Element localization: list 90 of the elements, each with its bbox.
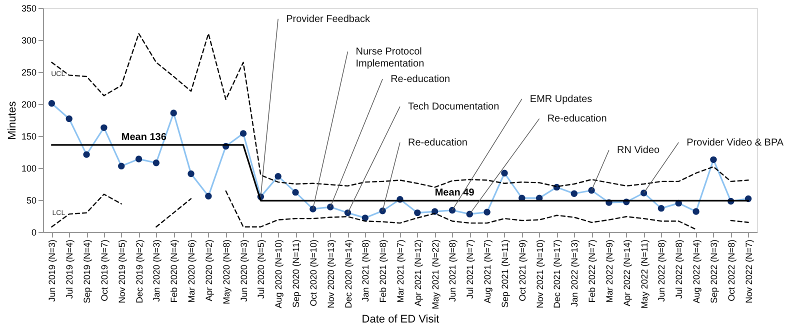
- x-tick-label: Nov 2022 (N=7): [744, 240, 754, 304]
- x-tick-label: Nov 2019 (N=5): [116, 240, 127, 304]
- y-tick-label: 200: [21, 100, 36, 110]
- point: [188, 170, 194, 178]
- x-tick-label: Aug 2022 (N=4): [692, 240, 702, 304]
- point: [448, 206, 456, 214]
- x-tick-label: Jan 2020 (N=3): [152, 240, 162, 302]
- x-tick-label: Sep 2022 (N=3): [708, 240, 719, 304]
- point: [274, 172, 282, 180]
- point: [640, 190, 648, 196]
- annotation: Nurse Protocol Implementation: [356, 46, 424, 70]
- x-tick-label: Dec 2020 (N=14): [343, 240, 354, 308]
- y-tick-label: 300: [21, 36, 36, 46]
- annotation: Re-education: [547, 114, 607, 125]
- y-tick-label: 50: [26, 196, 36, 206]
- x-tick-label: Jan 2022 (N=13): [570, 240, 580, 307]
- x-axis-title: Date of ED Visit: [362, 313, 440, 326]
- x-tick-label: Oct 2022 (N=8): [726, 240, 736, 302]
- point: [292, 188, 299, 196]
- x-tick-label: May 2020 (N=8): [221, 240, 232, 304]
- x-tick-label: May 2021 (N=22): [430, 240, 440, 310]
- x-tick-label: Jul 2021 (N=7): [465, 240, 476, 299]
- x-tick-label: Sep 2020 (N=11): [291, 240, 302, 308]
- x-tick-label: May 2022 (N=11): [639, 240, 650, 309]
- x-tick-label: Nov 2020 (N=13): [326, 240, 336, 308]
- x-tick-label: Mar 2020 (N=6): [186, 240, 197, 303]
- point: [118, 162, 125, 170]
- point: [310, 206, 316, 212]
- point: [66, 115, 72, 122]
- annotation: RN Video: [616, 145, 660, 156]
- x-tick-label: Jul 2020 (N=5): [256, 240, 266, 299]
- x-tick-label: Jun 2019 (N=3): [47, 240, 58, 302]
- x-tick-label: Mar 2021 (N=7): [396, 240, 406, 303]
- x-tick-label: Feb 2022 (N=7): [587, 240, 598, 303]
- point: [344, 209, 352, 216]
- x-tick-label: Dec 2019 (N=2): [134, 240, 144, 304]
- annotation: EMR Updates: [530, 94, 592, 105]
- x-tick-label: Jul 2019 (N=4): [64, 240, 75, 299]
- x-tick-label: Apr 2022 (N=14): [622, 240, 632, 306]
- point: [240, 130, 247, 137]
- x-tick-label: Nov 2021 (N=10): [534, 240, 545, 308]
- point: [135, 156, 142, 162]
- annotation: Re-education: [408, 137, 468, 148]
- point: [100, 124, 108, 132]
- point: [484, 208, 490, 216]
- x-tick-label: Sep 2021 (N=11): [500, 240, 510, 308]
- x-tick-label: Apr 2021 (N=12): [412, 240, 423, 306]
- point: [658, 204, 665, 212]
- x-tick-label: Dec 2021 (N=17): [552, 240, 562, 308]
- x-tick-label: Oct 2020 (N=10): [308, 240, 318, 306]
- point: [205, 192, 212, 200]
- point: [692, 208, 700, 215]
- point: [379, 208, 386, 214]
- x-tick-label: Aug 2021 (N=7): [482, 240, 493, 304]
- x-tick-label: Jun 2021 (N=8): [448, 240, 458, 302]
- point: [170, 110, 177, 116]
- x-tick-label: Sep 2019 (N=4): [82, 240, 92, 304]
- point: [466, 210, 474, 218]
- point: [588, 187, 595, 194]
- annotation: Mean 49: [434, 188, 475, 199]
- x-tick-label: Jul 2022 (N=8): [674, 240, 684, 299]
- annotation: Provider Video & BPA: [686, 137, 784, 148]
- x-tick-label: Jun 2022 (N=8): [656, 240, 667, 302]
- point: [83, 151, 90, 158]
- point: [152, 160, 160, 166]
- x-tick-label: Oct 2019 (N=7): [99, 240, 110, 302]
- x-tick-label: Apr 2020 (N=2): [204, 240, 214, 302]
- y-tick-label: 100: [21, 164, 36, 174]
- x-tick-label: Oct 2021 (N=9): [517, 240, 528, 302]
- y-axis-title: Minutes: [6, 100, 18, 140]
- point: [326, 204, 334, 210]
- point: [48, 100, 56, 107]
- annotation: Mean 136: [121, 132, 167, 143]
- annotation: Re-education: [390, 74, 450, 86]
- x-tick-label: Mar 2022 (N=9): [604, 240, 614, 303]
- y-tick-label: 150: [21, 132, 36, 142]
- x-tick-label: Aug 2020 (N=10): [274, 240, 284, 308]
- y-tick-label: 0: [31, 228, 36, 238]
- annotation: Provider Feedback: [286, 14, 372, 25]
- point: [710, 156, 717, 164]
- x-tick-label: Jun 2020 (N=3): [238, 240, 249, 302]
- y-tick-label: 250: [21, 68, 36, 78]
- annotation: Tech Documentation: [408, 102, 500, 113]
- x-tick-label: Jan 2021 (N=8): [360, 240, 371, 302]
- x-tick-label: Feb 2020 (N=4): [169, 240, 180, 303]
- y-tick-label: 350: [21, 4, 36, 14]
- point: [414, 209, 421, 216]
- x-tick-label: Feb 2021 (N=8): [378, 240, 388, 303]
- point: [501, 170, 508, 176]
- point: [570, 190, 578, 197]
